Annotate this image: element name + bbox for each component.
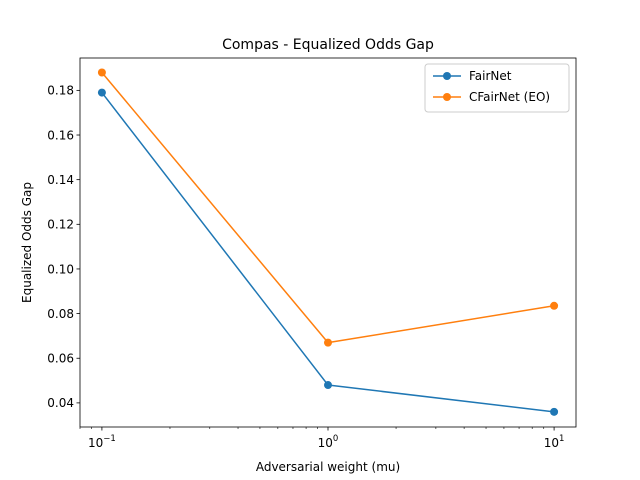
y-tick-label: 0.14 [47,173,74,187]
legend: FairNet CFairNet (EO) [424,63,570,113]
plot-area [97,68,559,416]
chart-title: Compas - Equalized Odds Gap [222,37,434,53]
legend-label-cfairnet: CFairNet (EO) [469,90,550,104]
y-axis-title: Equalized Odds Gap [20,182,34,303]
legend-marker-cfairnet [443,93,451,101]
y-tick-label: 0.10 [47,262,74,276]
data-point-cfairnet-eo [97,68,106,77]
y-tick-label: 0.12 [47,218,74,232]
y-tick-label: 0.18 [47,84,74,98]
data-point-cfairnet-eo [550,301,559,310]
legend-label-fairnet: FairNet [469,69,512,83]
y-tick-label: 0.04 [47,396,74,410]
data-point-fairnet [324,381,332,390]
data-point-cfairnet-eo [324,338,332,347]
x-axis-title: Adversarial weight (mu) [256,460,400,474]
data-point-fairnet [550,407,559,416]
y-tick-label: 0.06 [47,352,74,366]
legend-marker-fairnet [443,72,451,80]
data-point-fairnet [97,88,106,97]
y-axis: 0.04 0.06 0.08 0.10 0.12 0.14 0.16 0.18 [47,84,80,410]
y-tick-label: 0.08 [47,307,74,321]
y-tick-label: 0.16 [47,128,74,142]
